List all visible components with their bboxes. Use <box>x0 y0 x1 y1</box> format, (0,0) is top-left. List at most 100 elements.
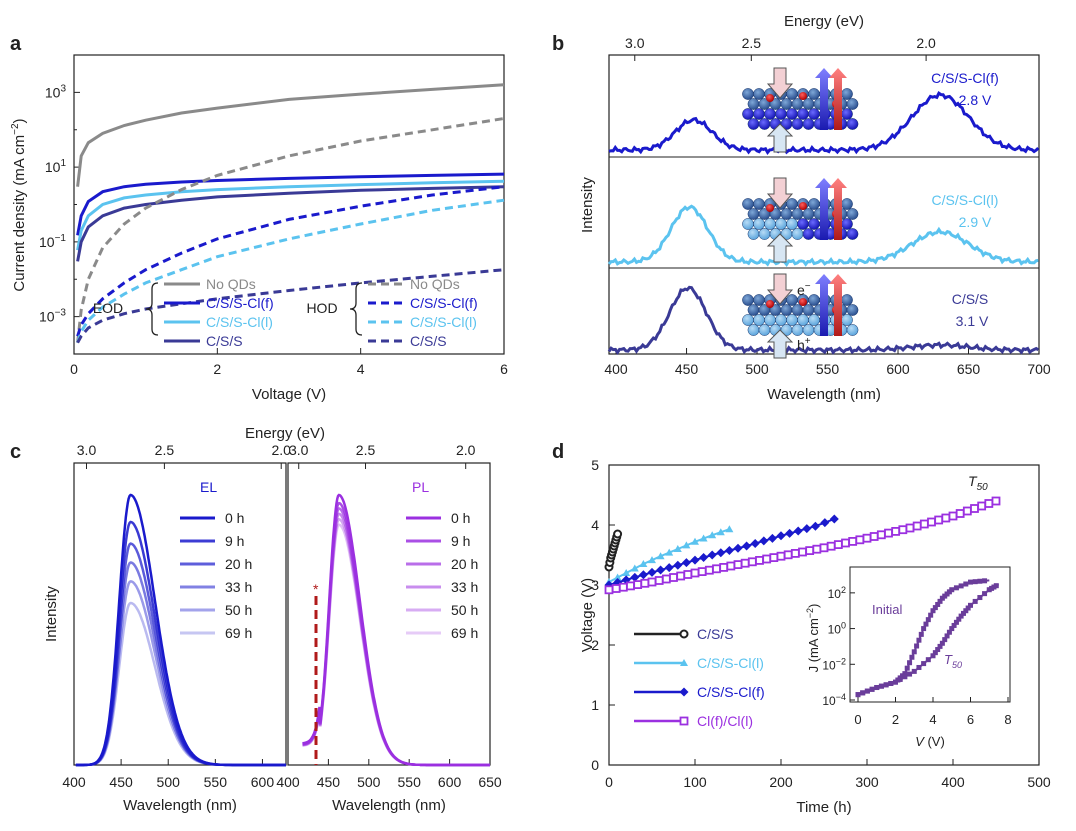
pl-toptick-label: 2.0 <box>456 442 476 458</box>
d-point <box>665 548 674 556</box>
lattice-atom <box>841 218 853 230</box>
d-point <box>829 514 839 524</box>
d-point <box>783 550 793 560</box>
dopant-atom <box>766 94 774 102</box>
d-point <box>640 578 650 588</box>
b-label-cll-name: C/S/S-Cl(l) <box>932 192 999 208</box>
panel-d-frame <box>608 464 1040 766</box>
lattice-atom <box>786 294 798 306</box>
lattice-atom <box>786 88 798 100</box>
lattice-atom <box>742 108 754 120</box>
inset-point <box>968 579 973 585</box>
pl-curve <box>302 517 490 767</box>
d-point <box>626 581 635 591</box>
inset-point <box>942 637 948 643</box>
lattice-atom <box>791 208 804 220</box>
d-point <box>648 556 656 564</box>
el-legend-label: 9 h <box>225 533 244 549</box>
lattice-atom <box>802 304 815 316</box>
lattice-atom <box>846 118 859 130</box>
el-legend-label: 33 h <box>225 579 252 595</box>
inset-point <box>949 626 955 632</box>
lattice-atom <box>742 218 754 230</box>
b-xtick-label: 550 <box>816 361 840 377</box>
d-point <box>633 580 643 589</box>
el-toptick-label: 2.5 <box>155 442 175 458</box>
down-arrow-icon <box>766 67 794 99</box>
lattice-atom <box>742 198 754 210</box>
lattice-atom <box>791 324 804 336</box>
lattice-atom <box>797 218 809 230</box>
d-point <box>716 548 726 558</box>
panel-a-label: a <box>10 33 22 55</box>
d-point <box>884 528 893 538</box>
d-point <box>755 556 764 565</box>
pl-xtick-label: 600 <box>438 774 462 790</box>
inset-point <box>893 679 898 685</box>
d-ytick-label: 0 <box>591 757 599 773</box>
pl-legend-label: 50 h <box>451 602 478 618</box>
inset-point <box>953 585 959 591</box>
d-point <box>742 541 752 551</box>
a-xtick-label: 6 <box>500 361 508 377</box>
d-legend-marker <box>679 716 689 726</box>
d-point <box>647 567 657 577</box>
b-spectrum-c-s-s-cl-f- <box>608 91 1040 155</box>
blue-up-arrow-icon <box>815 178 833 240</box>
panel-c-label: c <box>10 441 21 463</box>
pl-legend-label: 0 h <box>451 510 470 526</box>
inset-initial-label: Initial <box>872 602 902 617</box>
lattice-atom <box>780 98 793 110</box>
lattice-atom <box>775 218 787 230</box>
panel-b-top-ticks: 3.0 2.5 2.0 <box>625 35 936 61</box>
d-point <box>638 570 648 580</box>
lattice-atom <box>841 108 853 120</box>
panel-a-ylabel: Current density (mA cm−2) <box>10 118 28 291</box>
pl-curve <box>302 512 490 767</box>
d-point <box>898 525 908 535</box>
d-point <box>630 572 640 582</box>
d-point <box>697 567 707 576</box>
pl-title: PL <box>412 479 429 495</box>
lattice-atom <box>791 98 804 110</box>
lattice-atom <box>791 228 804 240</box>
lattice-atom <box>841 88 853 100</box>
d-point <box>683 570 693 579</box>
lattice-atom <box>802 98 815 110</box>
b-xtick-label: 400 <box>604 361 628 377</box>
lattice-atom <box>753 88 765 100</box>
a-series-c-s-s-cl-l-hod- <box>76 198 505 344</box>
inset-point <box>928 612 934 618</box>
b-label-clf-voltage: 2.8 V <box>959 92 992 108</box>
inset-point <box>953 619 959 625</box>
el-legend-label: 50 h <box>225 602 252 618</box>
dopant-atom <box>799 92 807 100</box>
lattice-atom <box>747 324 760 336</box>
inset-xtick-label: 8 <box>1004 712 1011 727</box>
d-point <box>869 532 879 541</box>
d-point <box>724 546 734 555</box>
panel-b-xticks: 400 450 500 550 600 650 700 <box>604 348 1051 377</box>
panel-a-xticks: 0 2 4 6 <box>70 348 508 377</box>
d-ytick-label: 3 <box>591 577 599 593</box>
d-point <box>948 511 958 521</box>
red-up-arrow-icon <box>829 274 847 336</box>
electron-label: e− <box>797 281 811 298</box>
a-ytick-label: 10−1 <box>39 233 66 250</box>
lattice-atom <box>808 198 820 210</box>
d-point <box>802 524 812 534</box>
inset-point <box>958 613 964 619</box>
d-point <box>712 564 721 574</box>
d-point <box>719 563 729 572</box>
inset-point <box>916 664 922 670</box>
d-t50-label: T50 <box>968 473 988 493</box>
d-point <box>630 564 639 572</box>
hole-label: h+ <box>797 336 811 353</box>
lattice-atom <box>846 304 859 316</box>
pl-xtick-label: 450 <box>317 774 341 790</box>
a-series-c-s-s-cl-f-eod- <box>76 172 505 236</box>
pl-legend-label: 20 h <box>451 556 478 572</box>
d-point <box>708 531 717 539</box>
pl-xtick-label: 650 <box>478 774 502 790</box>
d-xtick-label: 400 <box>941 774 965 790</box>
